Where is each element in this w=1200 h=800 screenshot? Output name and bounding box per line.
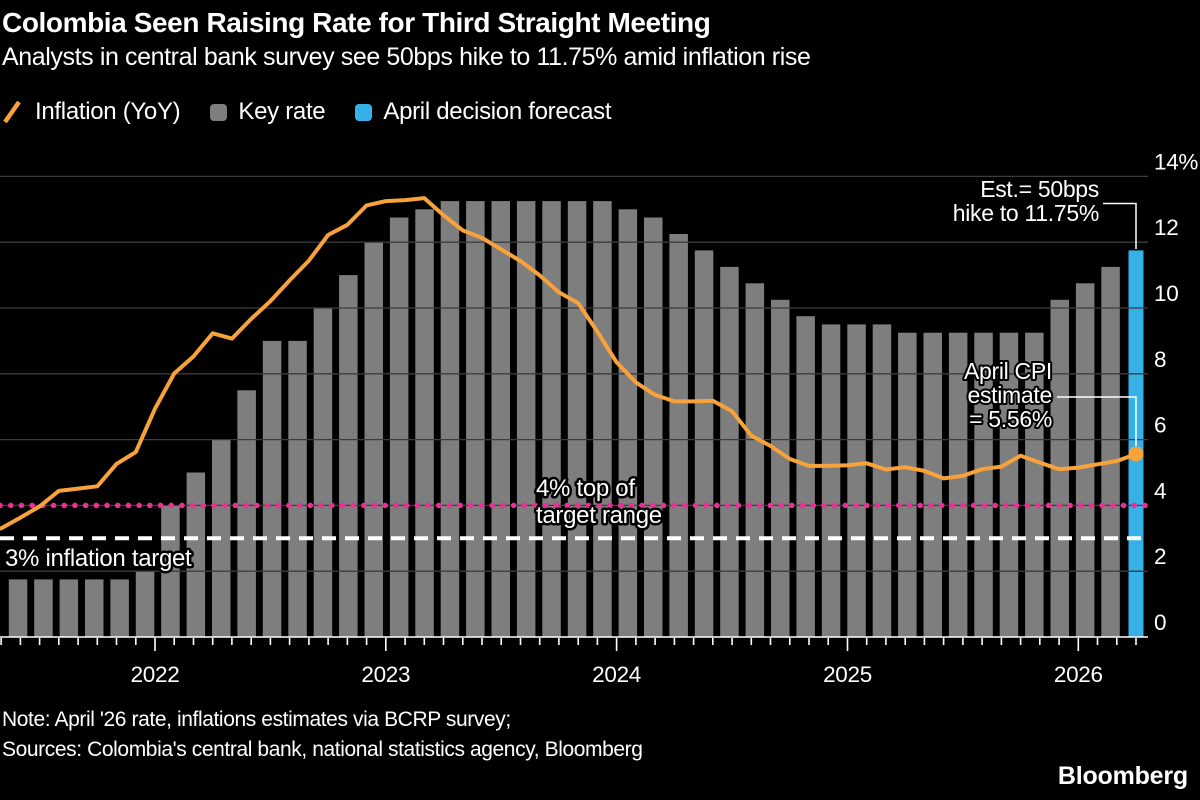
key-rate-bar — [135, 571, 155, 637]
legend-item-key-rate: Key rate — [210, 98, 326, 126]
key-rate-bar — [288, 340, 307, 637]
key-rate-bar — [516, 201, 536, 637]
legend: Inflation (YoY) Key rate April decision … — [2, 98, 612, 126]
key-rate-bar — [1025, 332, 1044, 637]
key-rate-bar — [593, 201, 612, 637]
legend-label-inflation: Inflation (YoY) — [35, 98, 181, 125]
page-subtitle: Analysts in central bank survey see 50bp… — [2, 43, 811, 71]
legend-label-key-rate: Key rate — [238, 98, 326, 125]
key-rate-bar — [898, 332, 917, 637]
key-rate-bar — [542, 201, 561, 637]
key-rate-bar — [872, 324, 892, 637]
cpi-annotation-line3: = 5.56% — [969, 406, 1052, 432]
footer-notes: Note: April '26 rate, inflations estimat… — [2, 705, 643, 765]
y-axis-tick-label: 12 — [1154, 215, 1178, 240]
est-annotation-line2: hike to 11.75% — [953, 200, 1099, 226]
inflation-line — [0, 196, 1138, 531]
key-rate-bar — [923, 332, 942, 637]
x-axis-year-label: 2026 — [1054, 662, 1103, 687]
cpi-annotation-line1: April CPI — [964, 358, 1052, 384]
key-rate-bar — [771, 299, 790, 637]
key-rate-bar — [847, 324, 866, 637]
key-rate-bar — [796, 316, 815, 637]
legend-label-forecast: April decision forecast — [383, 98, 612, 125]
est-annotation-line1: Est.= 50bps — [980, 176, 1099, 202]
note-text: Note: April '26 rate, inflations estimat… — [2, 708, 511, 731]
key-rate-bar — [34, 579, 53, 637]
sources-text: Sources: Colombia's central bank, nation… — [2, 738, 643, 761]
target4-label-line1: 4% top of — [536, 475, 635, 502]
key-rate-bar — [313, 308, 333, 637]
y-axis-tick-label: 8 — [1154, 347, 1166, 372]
key-rate-bar — [339, 275, 358, 637]
y-axis-tick-label: 6 — [1154, 413, 1166, 438]
axis-group — [0, 636, 1148, 651]
y-axis-tick-label: 2 — [1154, 544, 1166, 569]
legend-item-forecast: April decision forecast — [355, 98, 612, 126]
cpi-annotation-line2: estimate — [967, 382, 1052, 408]
key-rate-bar — [237, 390, 256, 638]
forecast-swatch-icon — [355, 103, 373, 121]
y-axis-tick-label: 0 — [1154, 610, 1166, 635]
target3-label: 3% inflation target — [5, 545, 192, 572]
key-rate-bar — [110, 579, 129, 637]
target4-label-line2: target range — [536, 502, 662, 529]
key-rate-bar — [440, 201, 460, 637]
legend-item-inflation: Inflation (YoY) — [2, 98, 181, 126]
y-axis-tick-label: 14% — [1154, 149, 1198, 174]
key-rate-bar — [694, 250, 714, 637]
key-rate-bar — [491, 201, 510, 637]
key-rate-bar — [745, 283, 765, 637]
key-rate-bar — [618, 209, 638, 638]
annotations-group: Est.= 50bps hike to 11.75% April CPI est… — [3, 176, 1144, 575]
x-axis-year-label: 2024 — [592, 662, 641, 687]
inflation-line-swatch-icon — [3, 100, 21, 124]
key-rate-bar — [720, 266, 739, 637]
key-rate-bar — [1101, 266, 1120, 637]
key-rate-bar — [669, 234, 688, 637]
chart-svg: 2022 2023 2024 2025 2026 0 2 4 6 8 10 12 14% Est.= 5… — [0, 149, 1199, 687]
inflation-line-group — [0, 196, 1138, 531]
key-rate-bar — [466, 201, 485, 637]
x-axis-year-label: 2025 — [823, 662, 872, 687]
key-rate-bar — [85, 579, 104, 637]
y-axis-tick-label: 10 — [1154, 281, 1178, 306]
key-rate-bar — [644, 217, 663, 637]
key-rate-bar — [1075, 283, 1095, 637]
axis-labels-group: 2022 2023 2024 2025 2026 0 2 4 6 8 10 12 14% — [131, 149, 1199, 687]
key-rate-bar — [974, 332, 993, 637]
key-rate-swatch-icon — [210, 103, 228, 121]
x-axis-year-label: 2022 — [131, 662, 180, 687]
key-rate-bar — [8, 579, 28, 637]
gridlines-group — [0, 175, 1148, 572]
key-rate-bar — [821, 324, 841, 637]
reference-lines-group — [0, 502, 1151, 541]
x-axis-year-label: 2023 — [361, 662, 410, 687]
cpi-estimate-dot — [1128, 446, 1144, 462]
key-rate-bar — [389, 217, 409, 637]
key-rate-bar — [415, 209, 434, 638]
y-axis-tick-label: 4 — [1154, 478, 1166, 503]
page-title: Colombia Seen Raising Rate for Third Str… — [2, 7, 711, 38]
bloomberg-logo: Bloomberg — [1057, 762, 1188, 790]
cpi-connector — [1057, 396, 1137, 446]
key-rate-bar — [948, 332, 968, 637]
key-rate-bar — [262, 340, 282, 637]
key-rate-bar — [59, 579, 79, 637]
key-rate-bar — [212, 439, 231, 637]
key-rate-bar — [999, 332, 1019, 637]
est-connector — [1103, 202, 1137, 249]
key-rate-bar — [186, 472, 206, 637]
